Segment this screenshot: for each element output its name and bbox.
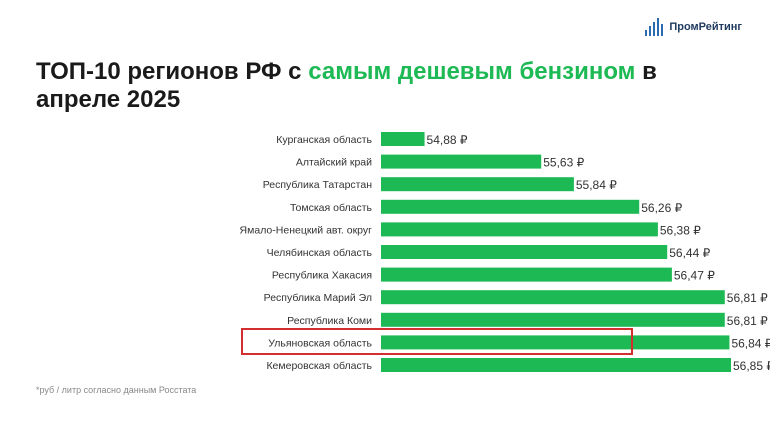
- bar-logo-icon: [645, 18, 664, 36]
- category-label: Ямало-Ненецкий авт. округ: [240, 224, 373, 236]
- bar: [381, 154, 542, 169]
- value-label: 55,63 ₽: [543, 156, 584, 170]
- category-label: Республика Марий Эл: [264, 292, 372, 304]
- category-label: Республика Хакасия: [272, 270, 372, 282]
- brand-logo: ПромРейтинг: [645, 18, 742, 36]
- category-label: Алтайский край: [296, 157, 372, 169]
- bar: [381, 335, 730, 350]
- category-label: Челябинская область: [267, 247, 373, 259]
- category-label: Республика Коми: [287, 315, 372, 327]
- bar: [381, 290, 725, 305]
- value-label: 55,84 ₽: [576, 178, 617, 192]
- value-label: 56,38 ₽: [660, 223, 701, 237]
- category-label: Ульяновская область: [268, 337, 372, 349]
- value-label: 56,81 ₽: [727, 291, 768, 305]
- value-label: 56,26 ₽: [641, 201, 682, 215]
- highlight-frame: [241, 328, 633, 355]
- bar: [381, 312, 725, 327]
- bar: [381, 222, 658, 237]
- value-label: 56,84 ₽: [731, 336, 770, 350]
- title-part1: ТОП-10 регионов РФ с: [36, 58, 309, 85]
- bar: [381, 358, 731, 372]
- value-label: 56,85 ₽: [733, 359, 770, 373]
- footnote: *руб / литр согласно данным Росстата: [36, 385, 197, 395]
- value-label: 56,81 ₽: [727, 314, 768, 328]
- category-label: Курганская область: [276, 134, 372, 146]
- bar: [381, 245, 668, 259]
- brand-name: ПромРейтинг: [669, 21, 742, 33]
- value-label: 56,44 ₽: [669, 246, 710, 260]
- category-label: Республика Татарстан: [263, 179, 373, 191]
- page-title: ТОП-10 регионов РФ с самым дешевым бензи…: [36, 58, 736, 114]
- category-label: Кемеровская область: [266, 360, 372, 372]
- bar: [381, 267, 672, 282]
- category-label: Томская область: [290, 202, 373, 214]
- value-label: 56,47 ₽: [674, 269, 715, 283]
- title-highlight: самым дешевым бензином: [308, 58, 636, 85]
- bar: [381, 132, 425, 146]
- bar: [381, 199, 640, 214]
- value-label: 54,88 ₽: [427, 133, 468, 147]
- bar: [381, 177, 574, 192]
- title-part2: в апреле 2025: [36, 58, 657, 113]
